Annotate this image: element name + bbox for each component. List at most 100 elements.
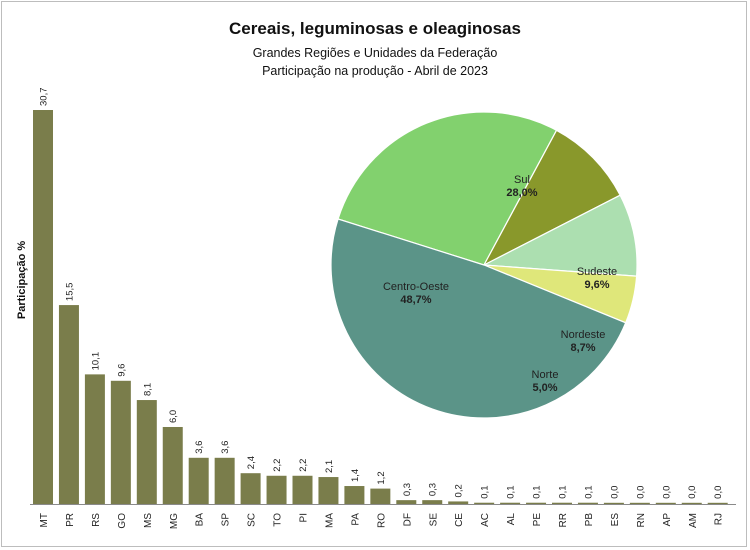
bar-MT xyxy=(33,110,53,504)
x-tick-label: MT xyxy=(39,513,50,527)
x-tick-label: MS xyxy=(143,513,154,528)
x-tick-label: RS xyxy=(91,513,102,527)
pie-slice-label: Nordeste xyxy=(561,329,606,341)
pie-slice-label: Sul xyxy=(514,174,530,186)
x-tick-label: PR xyxy=(65,513,76,527)
bar-RN xyxy=(629,502,650,504)
bar-PE xyxy=(526,502,547,504)
bar-CE xyxy=(448,501,469,504)
x-tick-label: RR xyxy=(558,513,569,527)
pie-slice-label: Norte xyxy=(532,369,559,381)
bar-value-label: 6,0 xyxy=(168,410,179,423)
x-tick-label: PI xyxy=(299,513,310,522)
bar-value-label: 0,3 xyxy=(402,483,413,496)
bar-value-label: 2,1 xyxy=(324,460,335,473)
x-tick-label: ES xyxy=(610,513,621,527)
bar-DF xyxy=(396,500,417,504)
bar-value-label: 0,1 xyxy=(583,485,594,498)
bar-RJ xyxy=(707,502,728,504)
bar-value-label: 15,5 xyxy=(64,283,75,302)
x-tick-label: AP xyxy=(662,513,673,527)
x-tick-label: AM xyxy=(688,513,699,528)
x-tick-label: SE xyxy=(428,513,439,527)
x-tick-label: TO xyxy=(273,513,284,527)
bar-PI xyxy=(292,475,313,504)
pie-slice-value: 9,6% xyxy=(584,279,609,291)
bar-value-label: 0,3 xyxy=(428,483,439,496)
bar-value-label: 2,2 xyxy=(272,459,283,472)
pie-slice-value: 28,0% xyxy=(506,187,537,199)
bar-value-label: 0,1 xyxy=(558,485,569,498)
bar-value-label: 2,4 xyxy=(246,456,257,469)
bar-RS xyxy=(84,374,105,504)
bar-BA xyxy=(188,457,209,504)
bar-value-label: 0,1 xyxy=(480,485,491,498)
bar-AC xyxy=(474,502,495,504)
chart-title: Cereais, leguminosas e oleaginosas xyxy=(229,19,521,38)
bar-value-label: 0,0 xyxy=(687,486,698,499)
bar-value-label: 3,6 xyxy=(220,441,231,454)
pie-slice-value: 8,7% xyxy=(570,342,595,354)
bar-PB xyxy=(577,502,598,504)
bar-SP xyxy=(214,457,235,504)
pie-slice-sudeste xyxy=(482,129,621,267)
pie-slice-label: Sudeste xyxy=(577,266,617,278)
pie-slice-value: 5,0% xyxy=(532,382,557,394)
bar-series: 30,7 MT 15,5 PR 10,1 RS 9,6 GO 8,1 MS 6,0 MG 3,6 BA 3,… xyxy=(30,88,736,529)
pie-slice-sul xyxy=(337,111,558,266)
bar-AP xyxy=(655,502,676,504)
bar-GO xyxy=(110,380,131,504)
x-tick-label: MA xyxy=(324,513,335,528)
y-axis-label: Participação % xyxy=(16,241,28,319)
bar-value-label: 0,1 xyxy=(506,485,517,498)
pie-slice-label: Centro-Oeste xyxy=(383,281,449,293)
bar-value-label: 0,0 xyxy=(661,486,672,499)
x-tick-label: PB xyxy=(584,513,595,527)
bar-ES xyxy=(603,502,624,504)
chart-subtitle-line-2: Participação na produção - Abril de 2023 xyxy=(262,64,488,78)
bar-value-label: 0,0 xyxy=(635,486,646,499)
bar-PR xyxy=(58,305,79,504)
x-tick-label: RJ xyxy=(714,513,725,525)
bar-value-label: 0,2 xyxy=(454,484,465,497)
bar-MS xyxy=(136,400,157,504)
bar-value-label: 0,1 xyxy=(532,485,543,498)
bar-RR xyxy=(552,502,572,504)
chart-subtitle-line-1: Grandes Regiões e Unidades da Federação xyxy=(252,46,498,60)
x-tick-label: PA xyxy=(350,513,361,526)
bar-MG xyxy=(162,426,183,504)
x-tick-label: CE xyxy=(454,513,465,527)
pie-slice-centro-oeste xyxy=(330,218,627,419)
bar-value-label: 8,1 xyxy=(142,383,153,396)
x-tick-label: DF xyxy=(402,513,413,526)
x-tick-label: GO xyxy=(117,513,128,529)
bar-AL xyxy=(500,502,521,504)
bar-PA xyxy=(344,486,365,504)
bar-value-label: 3,6 xyxy=(194,441,205,454)
x-tick-label: RN xyxy=(636,513,647,527)
bar-SE xyxy=(422,500,443,504)
x-tick-label: SC xyxy=(247,513,258,527)
bar-SC xyxy=(240,473,261,504)
bar-MA xyxy=(318,477,339,504)
x-tick-label: SP xyxy=(221,513,232,527)
bar-value-label: 9,6 xyxy=(116,364,127,377)
pie-slice-value: 48,7% xyxy=(400,294,431,306)
bar-value-label: 30,7 xyxy=(39,88,50,107)
x-tick-label: MG xyxy=(169,513,180,529)
bar-TO xyxy=(266,475,287,504)
bar-value-label: 1,2 xyxy=(376,471,387,484)
bar-value-label: 10,1 xyxy=(90,352,101,371)
bar-value-label: 0,0 xyxy=(609,486,620,499)
bar-AM xyxy=(681,502,702,504)
x-tick-label: PE xyxy=(532,513,543,527)
bar-value-label: 1,4 xyxy=(350,469,361,482)
x-tick-label: AC xyxy=(480,513,491,527)
x-tick-label: RO xyxy=(376,513,387,528)
bar-RO xyxy=(370,488,391,504)
bar-value-label: 0,0 xyxy=(713,486,724,499)
x-tick-label: BA xyxy=(195,513,206,527)
